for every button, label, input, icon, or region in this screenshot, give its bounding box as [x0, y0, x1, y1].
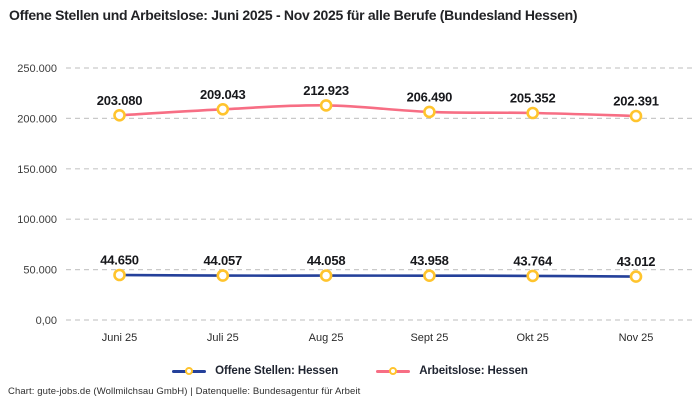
data-point-marker[interactable]: [216, 103, 230, 116]
data-point-label: 212.923: [303, 83, 349, 98]
data-point-label: 44.057: [204, 253, 243, 268]
legend-item-offene-stellen[interactable]: Offene Stellen: Hessen: [172, 365, 338, 377]
data-point-marker[interactable]: [319, 269, 333, 282]
chart-title: Offene Stellen und Arbeitslose: Juni 202…: [9, 7, 578, 23]
x-axis-tick-label: Juli 25: [207, 332, 239, 344]
legend-item-arbeitslose[interactable]: Arbeitslose: Hessen: [376, 365, 528, 377]
x-axis-tick-label: Okt 25: [516, 332, 548, 344]
legend-marker-icon: [389, 367, 398, 375]
series-line: [118, 273, 638, 278]
data-point-label: 43.958: [410, 253, 449, 268]
data-point-marker[interactable]: [216, 269, 230, 282]
x-axis-tick-label: Aug 25: [309, 332, 344, 344]
data-point-marker[interactable]: [319, 99, 333, 112]
data-point-label: 206.490: [407, 89, 453, 104]
data-point-marker[interactable]: [629, 109, 643, 123]
y-axis-tick-label: 150.000: [17, 164, 57, 176]
data-point-marker[interactable]: [526, 269, 540, 283]
y-axis-tick-label: 50.000: [23, 265, 57, 277]
attribution-text: Chart: gute-jobs.de (Wollmilchsau GmbH) …: [8, 386, 361, 397]
data-point-label: 43.012: [617, 254, 656, 269]
data-point-label: 44.058: [307, 253, 346, 268]
data-point-label: 44.650: [100, 253, 139, 268]
y-axis-tick-label: 200.000: [17, 113, 57, 125]
legend-label-offene-stellen: Offene Stellen: Hessen: [215, 365, 339, 377]
data-point-label: 202.391: [613, 94, 659, 109]
legend-line-sample: [172, 367, 207, 375]
data-point-marker[interactable]: [423, 269, 436, 283]
y-axis-tick-label: 0,00: [36, 315, 57, 327]
x-axis-tick-label: Nov 25: [619, 332, 654, 344]
data-point-label: 209.043: [200, 87, 246, 102]
chart-legend: Offene Stellen: Hessen Arbeitslose: Hess…: [0, 361, 700, 381]
legend-label-arbeitslose: Arbeitslose: Hessen: [419, 365, 528, 377]
data-point-marker[interactable]: [526, 106, 540, 120]
data-point-label: 203.080: [97, 93, 143, 108]
series-line: [118, 104, 638, 118]
y-axis-tick-label: 250.000: [17, 63, 57, 75]
data-point-marker[interactable]: [423, 105, 436, 119]
x-axis-tick-label: Juni 25: [102, 332, 137, 344]
data-point-label: 43.764: [513, 253, 553, 268]
data-point-marker[interactable]: [113, 268, 126, 282]
data-point-marker[interactable]: [113, 109, 126, 122]
y-axis-tick-label: 100.000: [17, 214, 57, 226]
legend-marker-icon: [185, 367, 194, 375]
data-point-marker[interactable]: [629, 270, 643, 283]
x-axis-tick-label: Sept 25: [410, 332, 448, 344]
legend-line-sample: [376, 367, 411, 375]
data-point-label: 205.352: [510, 91, 556, 106]
